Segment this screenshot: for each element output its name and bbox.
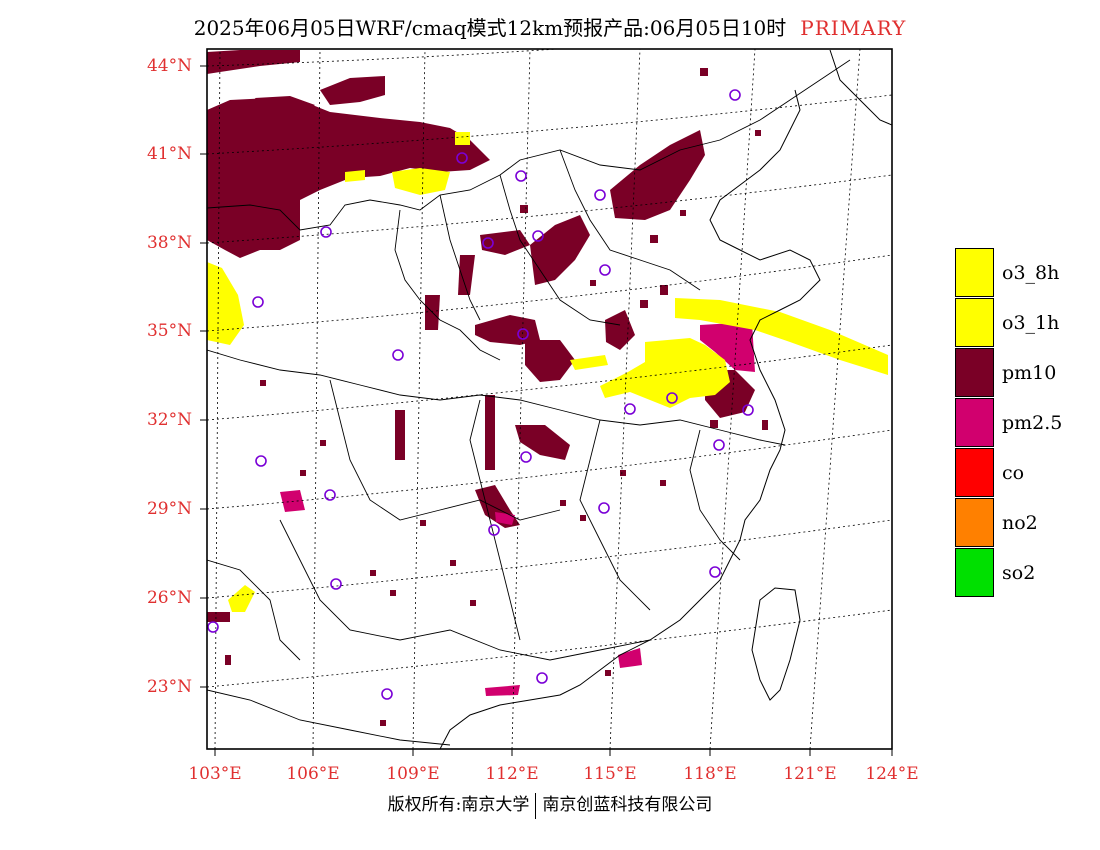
- legend-item-o3-1h: o3_1h: [955, 298, 1097, 348]
- legend-label: o3_8h: [1002, 262, 1060, 284]
- pm10-patch-henan: [525, 340, 575, 382]
- legend-swatch: [955, 348, 994, 397]
- legend-label: pm2.5: [1002, 412, 1063, 434]
- map-title: 2025年06月05日WRF/cmaq模式12km预报产品:06月05日10时 P…: [0, 12, 1100, 41]
- pm10-patch-north-1: [320, 76, 385, 105]
- province-boundaries: [207, 59, 851, 746]
- lon-label-103: 103°E: [188, 764, 242, 784]
- o3-patch-inner-mongolia: [392, 168, 450, 195]
- legend-item-pm25: pm2.5: [955, 398, 1097, 448]
- lat-label-32: 32°N: [146, 410, 192, 430]
- legend-item-co: co: [955, 448, 1097, 498]
- copyright-footer: 版权所有:南京大学 南京创蓝科技有限公司: [0, 790, 1100, 819]
- legend-swatch: [955, 298, 994, 347]
- pm25-areas: [280, 322, 755, 696]
- legend-item-pm10: pm10: [955, 348, 1097, 398]
- o3-patch-yunnan: [228, 585, 255, 612]
- lat-label-23: 23°N: [146, 677, 192, 697]
- station-markers: [207, 89, 754, 700]
- pm10-patch-north-2: [255, 96, 315, 115]
- lon-label-121: 121°E: [783, 764, 837, 784]
- legend-label: o3_1h: [1002, 312, 1060, 334]
- pm10-patch-shanxi-2: [480, 230, 530, 255]
- lon-label-115: 115°E: [583, 764, 637, 784]
- o3-areas: [207, 132, 888, 612]
- lat-label-44: 44°N: [146, 56, 192, 76]
- o3-patch-henan: [570, 355, 608, 370]
- legend-item-o3-8h: o3_8h: [955, 248, 1097, 298]
- legend-swatch: [955, 398, 994, 447]
- lon-label-112: 112°E: [485, 764, 539, 784]
- lon-label-124: 124°E: [865, 764, 919, 784]
- lon-label-106: 106°E: [286, 764, 340, 784]
- o3-patch-north-small-2: [345, 170, 365, 182]
- scattered-pixels: [225, 68, 768, 726]
- lat-label-29: 29°N: [146, 499, 192, 519]
- map-frame: [206, 48, 893, 750]
- axis-ticks: [200, 65, 893, 756]
- legend-item-so2: so2: [955, 548, 1097, 598]
- legend-label: pm10: [1002, 362, 1057, 384]
- legend-swatch: [955, 448, 994, 497]
- pm10-areas: [207, 50, 755, 622]
- copyright-left: 版权所有:南京大学: [387, 795, 530, 815]
- title-text: 2025年06月05日WRF/cmaq模式12km预报产品:06月05日10时: [193, 16, 787, 40]
- pm10-patch-hunan-2: [485, 395, 495, 470]
- footer-separator: [535, 792, 537, 819]
- lon-label-109: 109°E: [386, 764, 440, 784]
- legend-swatch: [955, 248, 994, 297]
- lat-label-26: 26°N: [146, 588, 192, 608]
- lat-label-38: 38°N: [146, 233, 192, 253]
- o3-patch-west: [207, 262, 244, 345]
- pm10-patch-hubei: [515, 425, 570, 460]
- pm10-patch-shanxi-1: [530, 215, 590, 285]
- o3-patch-east-band: [675, 298, 888, 375]
- o3-patch-anhui: [600, 338, 730, 408]
- coastline: [439, 49, 892, 749]
- pm10-patch-sichuan: [395, 410, 405, 460]
- pm25-patch-guangxi: [485, 685, 520, 696]
- lon-label-118: 118°E: [683, 764, 737, 784]
- pm25-patch-guangdong: [618, 648, 642, 668]
- pm10-patch-shaanxi: [475, 315, 540, 345]
- graticule: [207, 49, 892, 749]
- legend-label: co: [1002, 462, 1025, 484]
- lat-label-35: 35°N: [146, 321, 192, 341]
- legend-label: so2: [1002, 562, 1036, 584]
- legend-swatch: [955, 548, 994, 597]
- pm25-patch-sichuan: [280, 490, 305, 512]
- pm10-patch-tibet-edge: [207, 612, 230, 622]
- pm10-patch-shandong: [605, 310, 635, 350]
- o3-patch-north-small: [455, 132, 470, 145]
- primary-tag: PRIMARY: [800, 16, 907, 40]
- pm10-patch-hebei: [610, 130, 705, 220]
- pm10-patch-shanxi-3: [458, 255, 475, 295]
- legend-item-no2: no2: [955, 498, 1097, 548]
- legend-label: no2: [1002, 512, 1038, 534]
- legend-swatch: [955, 498, 994, 547]
- pm25-patch-jiangsu: [700, 322, 755, 372]
- pm10-patch-top: [207, 50, 300, 74]
- pollutant-legend: o3_8h o3_1h pm10 pm2.5 co no2 so2: [955, 248, 1097, 598]
- lat-label-41: 41°N: [146, 144, 192, 164]
- copyright-right: 南京创蓝科技有限公司: [542, 795, 713, 815]
